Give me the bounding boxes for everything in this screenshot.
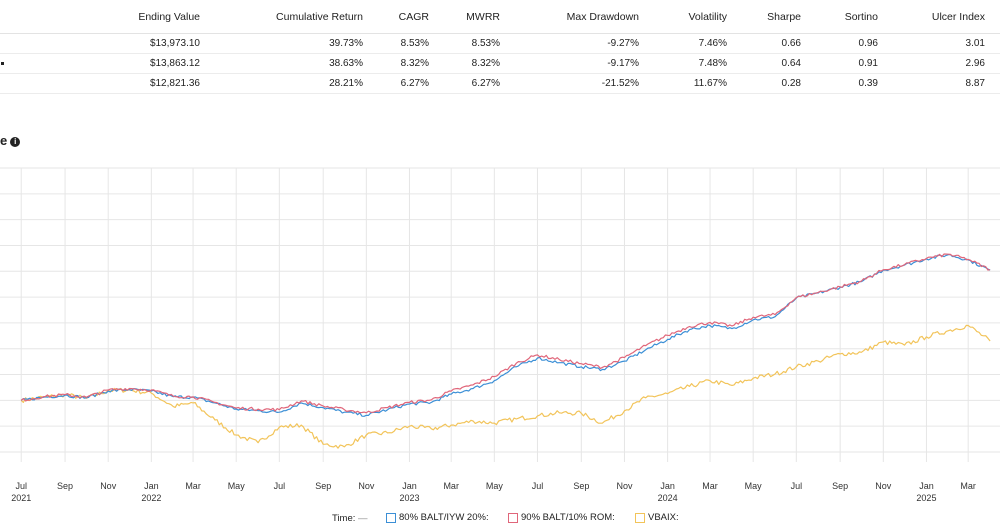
x-tick-label: Nov (100, 481, 117, 491)
x-tick-year-label: 2024 (658, 493, 678, 503)
x-tick-label: Jan (144, 481, 159, 491)
x-tick-label: May (745, 481, 763, 491)
cell-sharpe: 0.66 (727, 33, 801, 54)
series-line-vbaix[interactable] (20, 324, 991, 449)
legend-swatch (508, 512, 518, 523)
cell-mwrr: 8.53% (429, 33, 500, 54)
cell-sortino: 0.96 (801, 33, 878, 54)
header-sharpe[interactable]: Sharpe (727, 0, 801, 34)
chart-grid (0, 167, 1000, 462)
stats-header-row: Ending Value Cumulative Return CAGR MWRR… (0, 0, 1000, 34)
header-spacer-end (985, 0, 1000, 34)
info-icon[interactable]: i (10, 137, 21, 147)
legend-time-dash: — (358, 513, 368, 524)
header-mwrr[interactable]: MWRR (429, 0, 500, 34)
cut-label-mark (1, 62, 4, 65)
header-ending-value[interactable]: Ending Value (28, 0, 200, 34)
cell-sharpe: 0.28 (727, 73, 801, 94)
cell-max-drawdown: -9.17% (500, 53, 639, 74)
cell-volatility: 7.48% (639, 53, 727, 74)
chart-series-group (20, 253, 991, 449)
cell-cumulative-return: 38.63% (200, 53, 363, 74)
chart-title-text: e (0, 133, 8, 148)
x-tick-label: Jan (660, 481, 675, 491)
stats-table: Ending Value Cumulative Return CAGR MWRR… (0, 0, 1000, 94)
x-axis: Jul 2021 Sep Nov Jan 2022 Mar May Jul Sep Nov Jan 20… (11, 481, 976, 503)
x-tick-label: Sep (832, 481, 848, 491)
legend-swatch (635, 512, 645, 523)
cell-ulcer-index: 8.87 (878, 73, 985, 94)
legend-item-balt-rom[interactable]: 90% BALT/10% ROM: (508, 512, 615, 523)
x-tick-year-label: 2022 (141, 493, 161, 503)
header-max-drawdown[interactable]: Max Drawdown (500, 0, 639, 34)
x-tick-label: Mar (443, 481, 459, 491)
cell-mwrr: 8.32% (429, 53, 500, 74)
cell-ending-value: $13,863.12 (28, 53, 200, 74)
header-sortino[interactable]: Sortino (801, 0, 878, 34)
x-tick-year-label: 2025 (916, 493, 936, 503)
cell-ending-value: $13,973.10 (28, 33, 200, 54)
stats-table-container: Ending Value Cumulative Return CAGR MWRR… (0, 0, 1000, 96)
cell-sortino: 0.91 (801, 53, 878, 74)
cell-volatility: 11.67% (639, 73, 727, 94)
header-volatility[interactable]: Volatility (639, 0, 727, 34)
table-row: $13,973.10 39.73% 8.53% 8.53% -9.27% 7.4… (0, 33, 1000, 54)
x-tick-label: Mar (960, 481, 976, 491)
x-tick-label: Mar (185, 481, 201, 491)
legend-label: 80% BALT/IYW 20%: (399, 512, 489, 523)
x-tick-label: Jul (274, 481, 286, 491)
x-tick-label: Jan (919, 481, 934, 491)
cell-cagr: 8.32% (363, 53, 429, 74)
x-tick-year-label: 2023 (399, 493, 419, 503)
series-line-90-balt-10-rom[interactable] (20, 253, 991, 414)
cell-sortino: 0.39 (801, 73, 878, 94)
x-tick-label: May (486, 481, 504, 491)
row-label-cut (0, 53, 28, 74)
x-tick-label: Jul (15, 481, 27, 491)
table-row: $12,821.36 28.21% 6.27% 6.27% -21.52% 11… (0, 73, 1000, 94)
cell-cagr: 6.27% (363, 73, 429, 94)
x-tick-label: Nov (875, 481, 892, 491)
header-ulcer-index[interactable]: Ulcer Index (878, 0, 985, 34)
cell-cumulative-return: 28.21% (200, 73, 363, 94)
cell-max-drawdown: -9.27% (500, 33, 639, 54)
cell-cumulative-return: 39.73% (200, 33, 363, 54)
cell-ulcer-index: 2.96 (878, 53, 985, 74)
x-tick-label: Jul (532, 481, 544, 491)
legend-swatch (386, 512, 396, 523)
legend-item-vbaix[interactable]: VBAIX: (635, 512, 679, 523)
cell-mwrr: 6.27% (429, 73, 500, 94)
legend-time: Time: — (332, 513, 368, 524)
cell-ending-value: $12,821.36 (28, 73, 200, 94)
table-row: $13,863.12 38.63% 8.32% 8.32% -9.17% 7.4… (0, 53, 1000, 74)
legend-label: VBAIX: (648, 512, 679, 523)
portfolio-growth-chart[interactable]: Jul 2021 Sep Nov Jan 2022 Mar May Jul Sep Nov Jan 20… (0, 150, 1000, 510)
row-label-cut (0, 33, 28, 54)
header-cumulative-return[interactable]: Cumulative Return (200, 0, 363, 34)
cell-sharpe: 0.64 (727, 53, 801, 74)
x-tick-label: Mar (702, 481, 718, 491)
x-tick-label: Nov (616, 481, 633, 491)
x-tick-label: Sep (57, 481, 73, 491)
legend-time-label: Time: (332, 513, 356, 524)
header-spacer (0, 0, 28, 34)
header-cagr[interactable]: CAGR (363, 0, 429, 34)
x-tick-label: Jul (791, 481, 803, 491)
x-tick-label: Nov (358, 481, 375, 491)
chart-legend: Time: — 80% BALT/IYW 20%: 90% BALT/10% R… (0, 512, 1000, 525)
legend-item-balt-iyw[interactable]: 80% BALT/IYW 20%: (386, 512, 489, 523)
cell-cagr: 8.53% (363, 33, 429, 54)
series-line-80-balt-iyw-20-[interactable] (20, 254, 991, 417)
cell-max-drawdown: -21.52% (500, 73, 639, 94)
row-label-cut (0, 73, 28, 94)
x-tick-label: Sep (573, 481, 589, 491)
x-tick-label: Jan (402, 481, 417, 491)
x-tick-year-label: 2021 (11, 493, 31, 503)
x-tick-label: May (228, 481, 246, 491)
x-tick-label: Sep (315, 481, 331, 491)
cell-volatility: 7.46% (639, 33, 727, 54)
legend-label: 90% BALT/10% ROM: (521, 512, 615, 523)
cell-ulcer-index: 3.01 (878, 33, 985, 54)
